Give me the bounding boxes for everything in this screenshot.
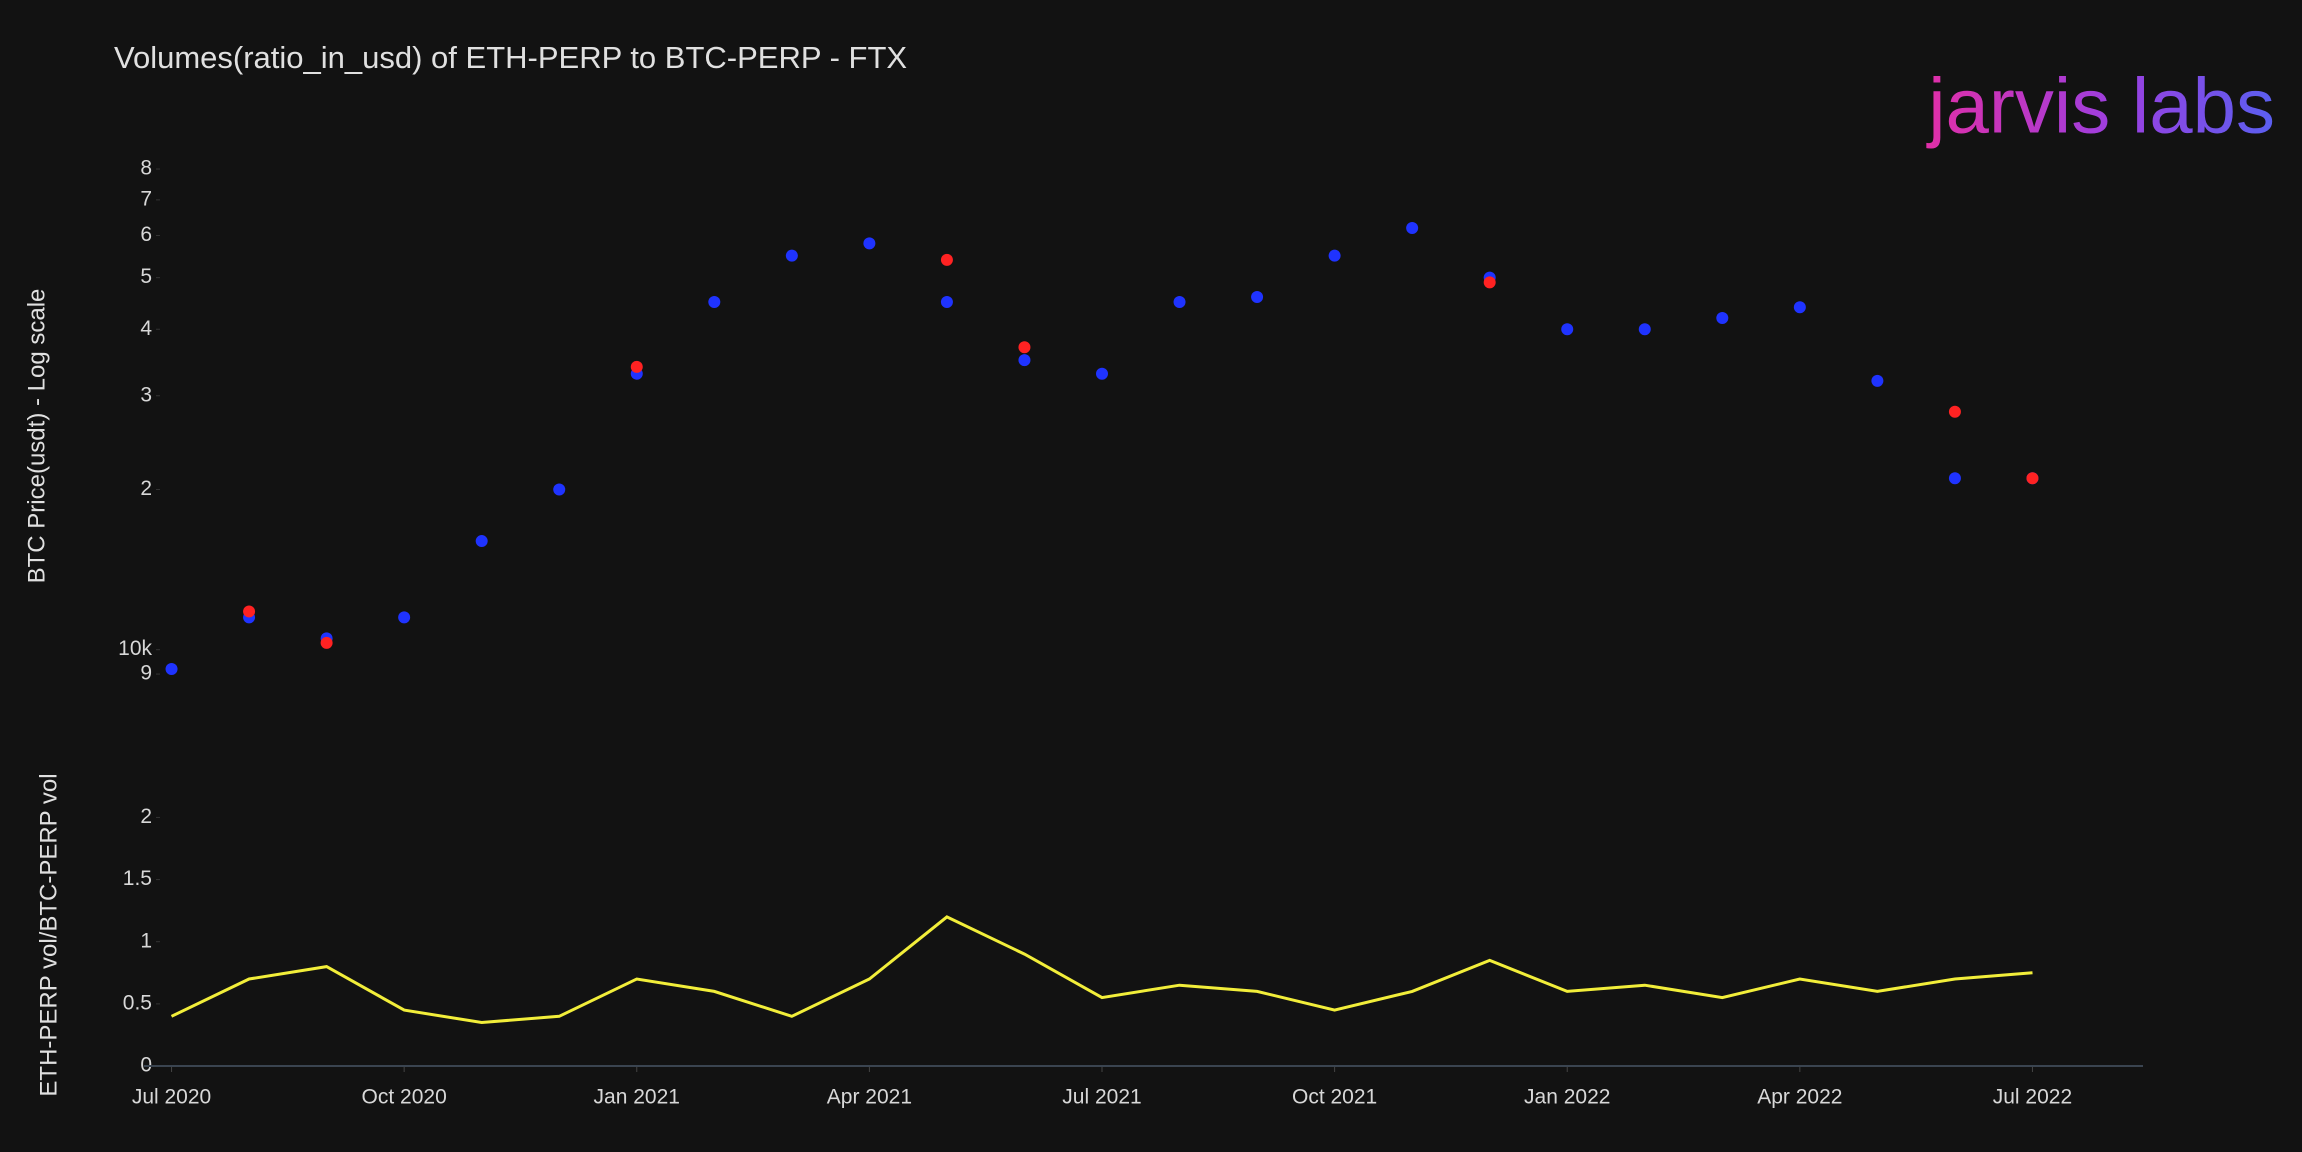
x-tick-label: Apr 2021	[827, 1086, 912, 1109]
x-tick-label: Apr 2022	[1757, 1086, 1842, 1109]
point	[1328, 249, 1341, 262]
point	[1406, 221, 1419, 234]
point	[785, 249, 798, 262]
point	[243, 605, 256, 618]
y-tick-label: 4	[140, 317, 152, 340]
line	[170, 915, 2033, 1025]
x-tick-label: Oct 2020	[362, 1086, 447, 1109]
point	[1018, 354, 1031, 367]
y-tick-label: 3	[140, 383, 152, 406]
x-tick-label: Jan 2022	[1524, 1086, 1610, 1109]
y-tick-label: 6	[140, 223, 152, 246]
point	[1948, 472, 1961, 485]
point	[1483, 276, 1496, 289]
point	[1793, 301, 1806, 314]
point	[1561, 323, 1574, 336]
x-tick-label: Oct 2021	[1292, 1086, 1377, 1109]
point	[708, 296, 721, 309]
point	[553, 483, 566, 496]
x-tick-label: Jul 2022	[1993, 1086, 2072, 1109]
y-tick-label: 10k	[118, 637, 152, 660]
y-axis-title: BTC Price(usdt) - Log scale	[23, 289, 50, 584]
point	[1251, 290, 1264, 303]
point	[630, 360, 643, 373]
y-axis-title: ETH-PERP vol/BTC-PERP vol	[35, 773, 62, 1096]
logo: jarvis labs	[1926, 62, 2275, 150]
point	[863, 237, 876, 250]
y-tick-label: 7	[140, 187, 152, 210]
y-tick-label: 0.5	[123, 991, 152, 1014]
point	[1096, 367, 1108, 380]
x-tick-label: Jan 2021	[594, 1086, 680, 1109]
point	[1173, 296, 1186, 309]
point	[475, 535, 488, 548]
point	[165, 662, 178, 675]
point	[2026, 472, 2039, 485]
y-tick-label: 2	[140, 805, 152, 828]
x-tick-label: Jul 2021	[1062, 1086, 1141, 1109]
point	[1871, 374, 1884, 387]
y-tick-label: 9	[140, 662, 152, 685]
x-tick-label: Jul 2020	[132, 1086, 211, 1109]
point	[940, 296, 953, 309]
y-tick-label: 8	[140, 157, 152, 180]
point	[1018, 341, 1031, 354]
y-tick-label: 1.5	[123, 867, 152, 890]
point	[1948, 405, 1961, 418]
point	[1716, 311, 1729, 324]
point	[1638, 323, 1651, 336]
point	[398, 611, 411, 624]
chart-title: Volumes(ratio_in_usd) of ETH-PERP to BTC…	[114, 40, 907, 75]
y-tick-label: 5	[140, 265, 152, 288]
point	[940, 253, 953, 266]
y-tick-label: 2	[140, 477, 152, 500]
y-tick-label: 1	[140, 929, 152, 952]
point	[320, 636, 333, 649]
